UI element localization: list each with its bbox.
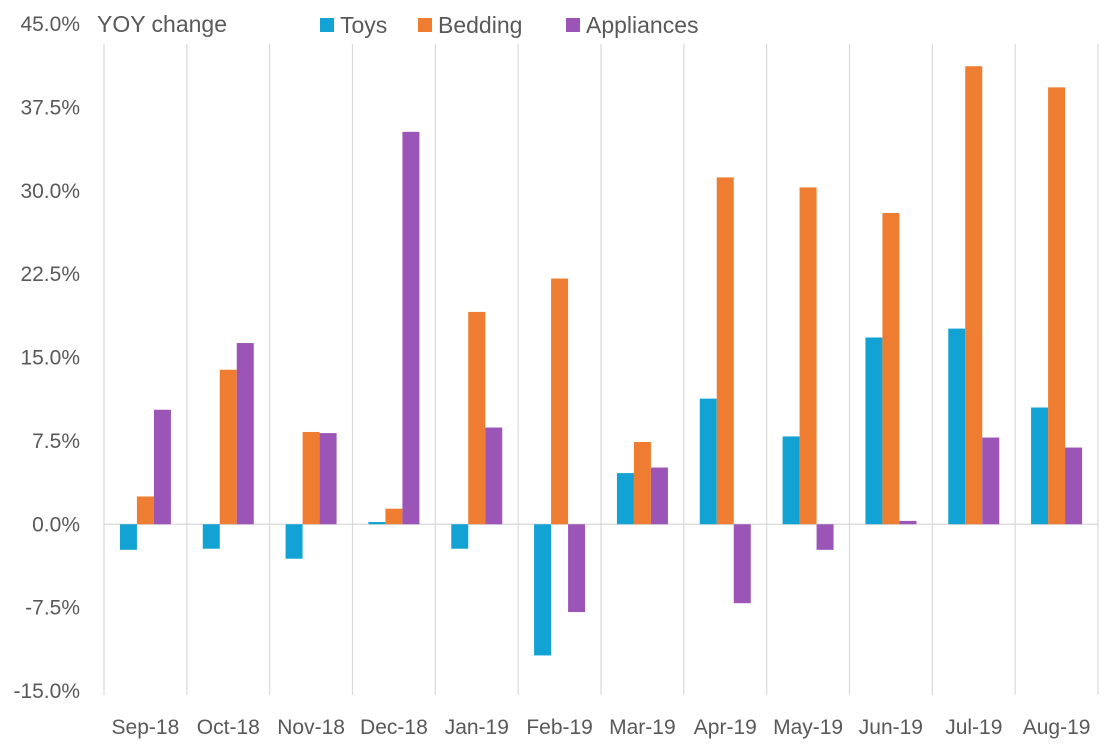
bar-appliances-aug-19 [1065, 447, 1083, 525]
bar-appliances-dec-18 [402, 131, 420, 525]
bar-bedding-jan-19 [468, 311, 486, 525]
bar-bedding-jul-19 [965, 66, 983, 525]
bar-appliances-jan-19 [485, 427, 503, 525]
y-tick-label: 45.0% [20, 13, 80, 36]
bar-appliances-apr-19 [733, 524, 751, 604]
x-tick-label: Jul-19 [945, 716, 1002, 739]
x-tick-label: Dec-18 [360, 716, 428, 739]
bar-toys-nov-18 [285, 524, 303, 559]
x-tick-label: Jun-19 [859, 716, 923, 739]
y-tick-label: 30.0% [20, 180, 80, 203]
legend-swatch-toys [320, 18, 334, 32]
x-axis-ticks: Sep-18 Oct-18 Nov-18 Dec-18 Jan-19 Feb-19 Mar-… [112, 716, 1091, 739]
x-tick-label: Nov-18 [277, 716, 345, 739]
bar-toys-apr-19 [699, 398, 717, 525]
bar-toys-dec-18 [368, 522, 386, 525]
bar-appliances-feb-19 [568, 524, 586, 613]
bar-appliances-may-19 [816, 524, 834, 550]
bar-appliances-jun-19 [899, 520, 917, 525]
bar-bedding-dec-18 [385, 508, 403, 525]
bar-bedding-aug-19 [1048, 87, 1066, 525]
bar-toys-jun-19 [865, 337, 883, 525]
y-axis-label: YOY change [97, 11, 227, 37]
bar-bedding-oct-18 [219, 369, 237, 525]
y-axis-ticks: 45.0% 37.5% 30.0% 22.5% 15.0% 7.5% 0.0% -7.5% -1… [13, 13, 80, 703]
x-tick-label: May-19 [773, 716, 843, 739]
bar-toys-feb-19 [534, 524, 552, 656]
bar-bedding-may-19 [799, 187, 817, 525]
bar-appliances-nov-18 [319, 433, 337, 525]
bar-toys-jan-19 [451, 524, 469, 549]
bars [119, 66, 1083, 656]
legend-swatch-bedding [418, 18, 432, 32]
y-tick-label: 15.0% [20, 347, 80, 370]
y-tick-label: 7.5% [32, 430, 80, 453]
bar-bedding-apr-19 [716, 177, 734, 525]
bar-appliances-jul-19 [982, 437, 1000, 525]
bar-appliances-oct-18 [236, 343, 254, 525]
bar-toys-oct-18 [202, 524, 220, 549]
y-tick-label: 0.0% [32, 513, 80, 536]
bar-toys-sep-18 [119, 524, 137, 550]
x-tick-label: Mar-19 [609, 716, 676, 739]
bar-bedding-nov-18 [302, 431, 320, 525]
bar-appliances-sep-18 [153, 409, 171, 525]
bar-appliances-mar-19 [650, 467, 668, 525]
x-tick-label: Oct-18 [197, 716, 260, 739]
y-tick-label: -7.5% [25, 597, 80, 620]
y-tick-label: -15.0% [13, 680, 80, 703]
bar-toys-aug-19 [1031, 407, 1049, 525]
y-tick-label: 22.5% [20, 263, 80, 286]
bar-toys-jul-19 [948, 328, 966, 525]
legend: Toys Bedding Appliances [320, 12, 699, 38]
bar-bedding-mar-19 [633, 441, 651, 525]
x-tick-label: Feb-19 [526, 716, 593, 739]
bar-bedding-feb-19 [551, 278, 569, 525]
legend-label-bedding: Bedding [438, 12, 522, 38]
y-tick-label: 37.5% [20, 96, 80, 119]
x-tick-label: Aug-19 [1023, 716, 1091, 739]
x-tick-label: Apr-19 [694, 716, 757, 739]
x-tick-label: Jan-19 [445, 716, 509, 739]
bar-bedding-jun-19 [882, 212, 900, 525]
legend-label-toys: Toys [340, 12, 387, 38]
bar-bedding-sep-18 [136, 496, 154, 525]
bar-toys-may-19 [782, 436, 800, 525]
bar-toys-mar-19 [616, 473, 634, 525]
category-separators [103, 44, 1099, 695]
x-tick-label: Sep-18 [112, 716, 180, 739]
legend-swatch-appliances [566, 18, 580, 32]
legend-label-appliances: Appliances [586, 12, 699, 38]
